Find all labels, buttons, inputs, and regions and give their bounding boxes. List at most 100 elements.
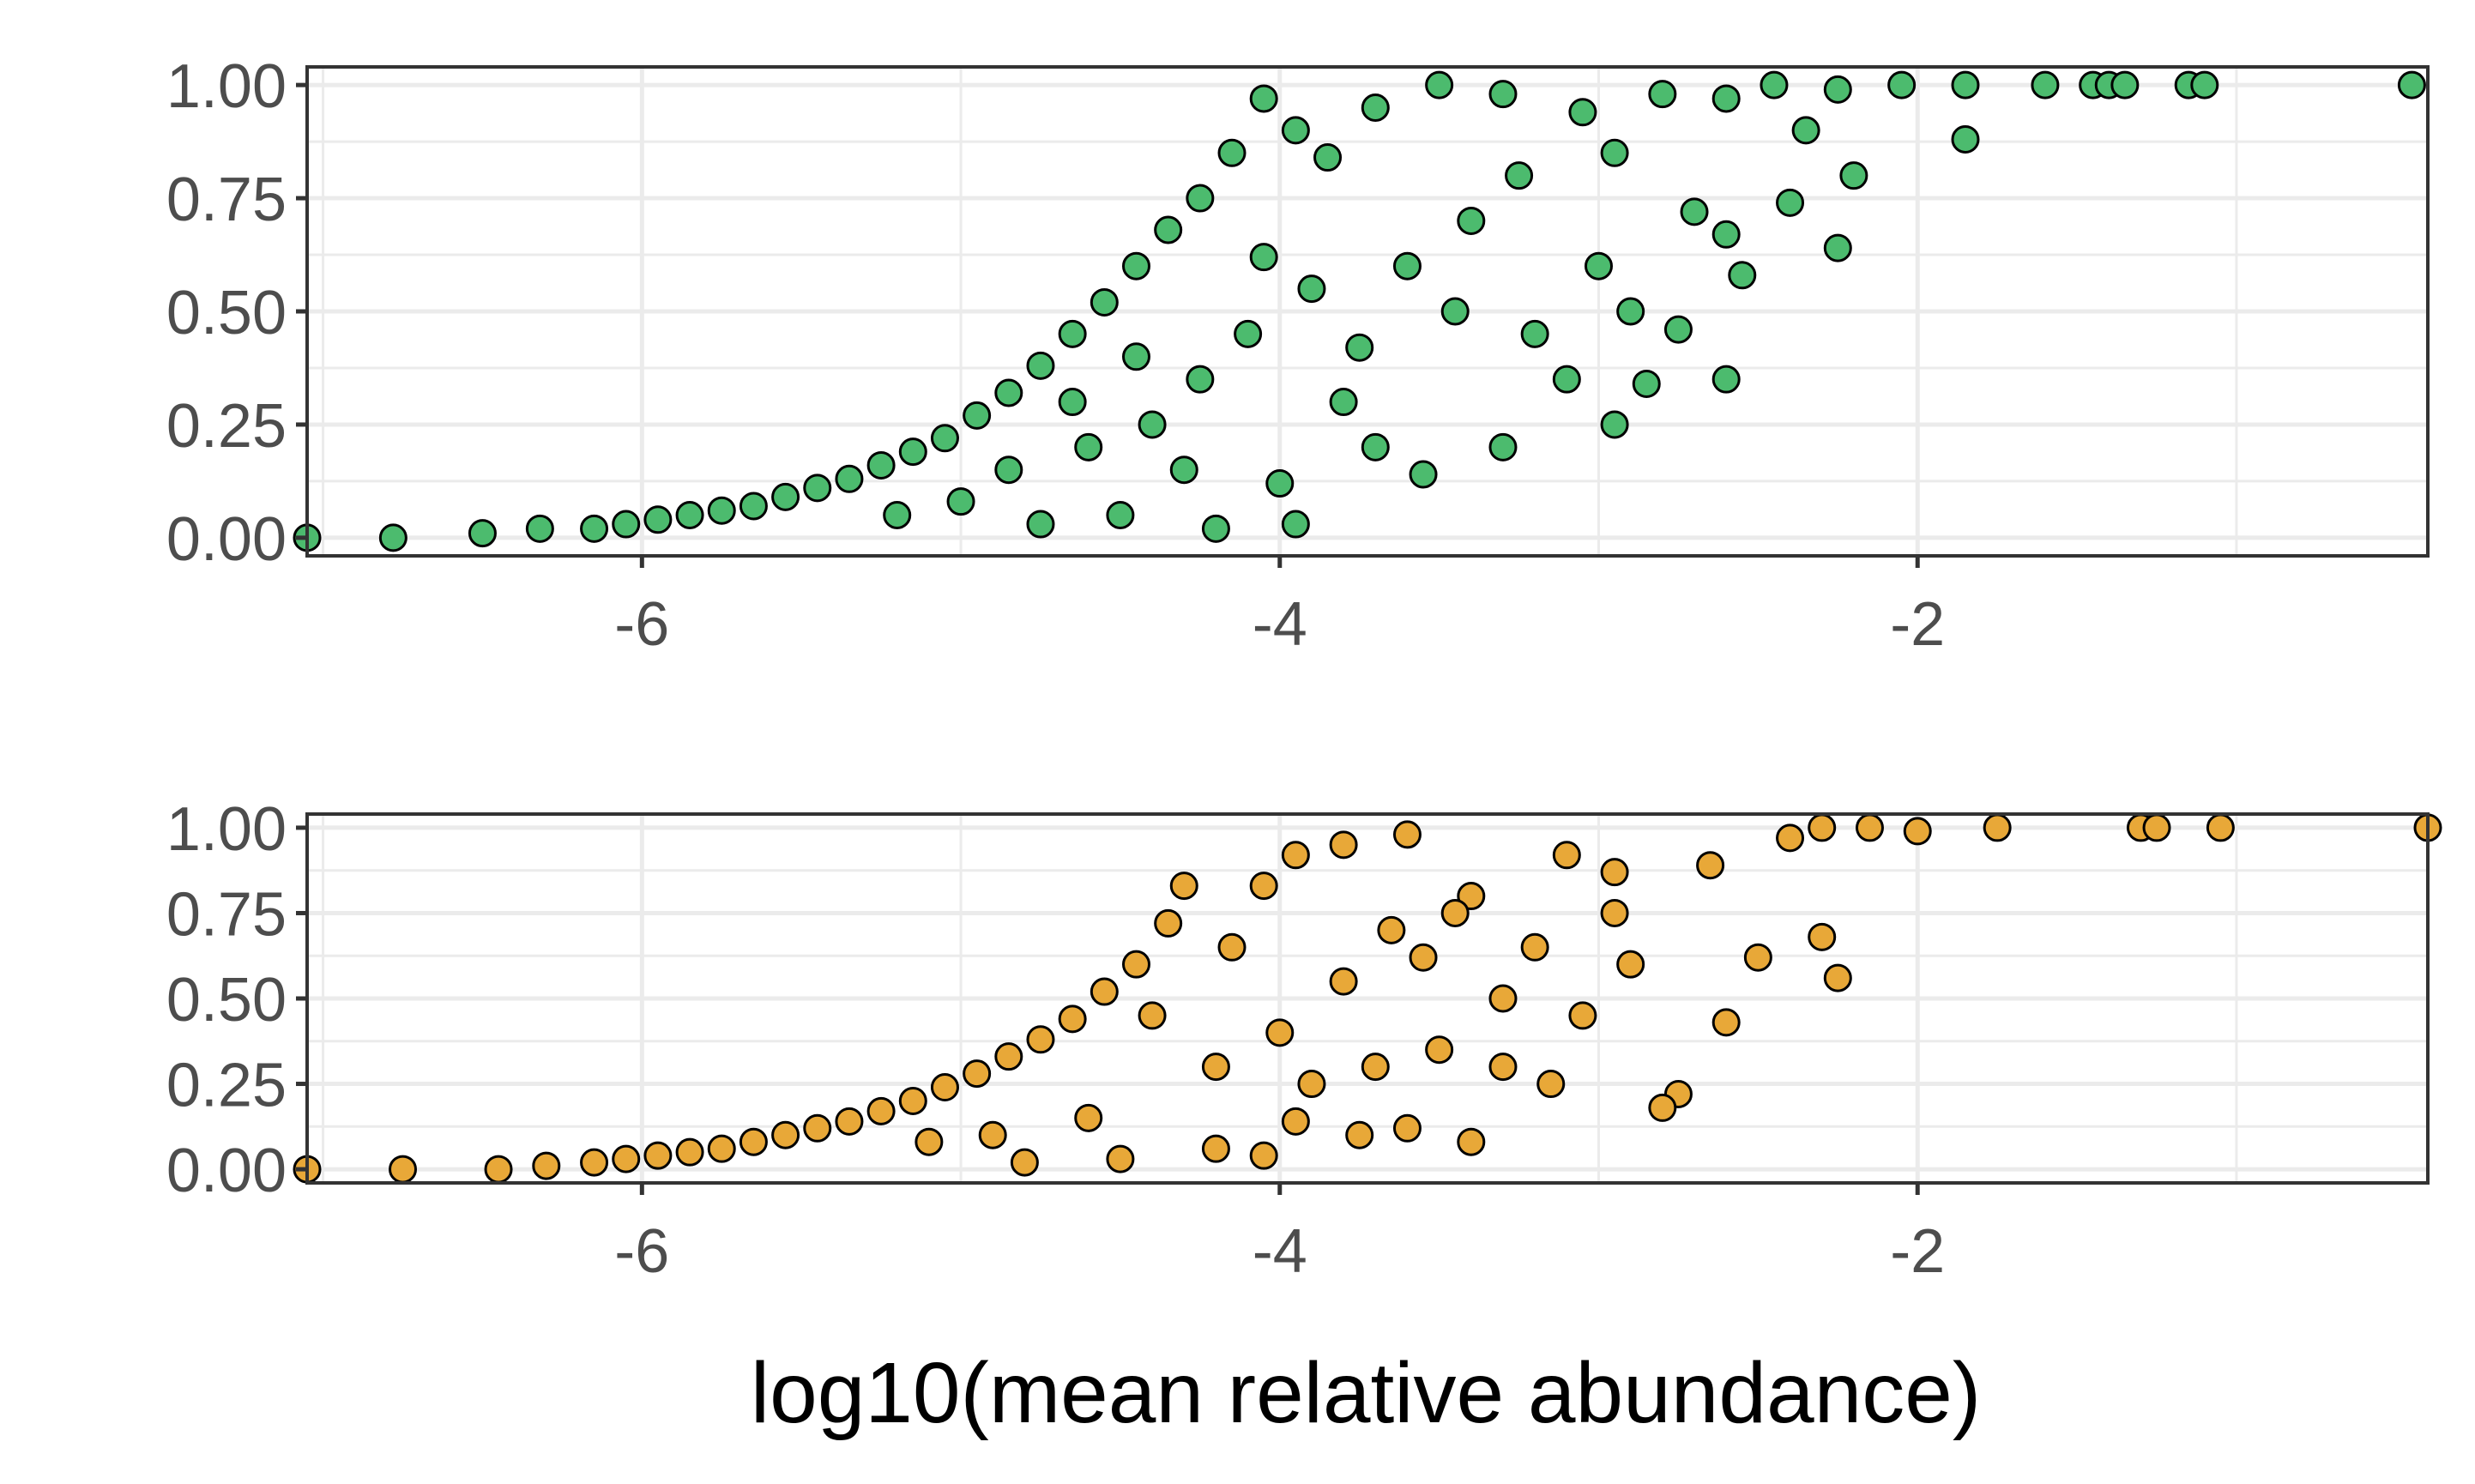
bottom-data-point-47: [1536, 1070, 1566, 1099]
top-data-point-35: [1823, 75, 1852, 104]
bottom-data-point-16: [963, 1059, 992, 1089]
bottom-data-point-35: [1903, 817, 1932, 846]
bottom-data-point-34: [1855, 813, 1884, 842]
top-data-point-46: [1839, 161, 1868, 190]
top-data-point-19: [1058, 319, 1087, 348]
top-data-point-5: [612, 510, 641, 539]
top-data-point-57: [1552, 365, 1581, 394]
top-data-point-52: [1201, 514, 1230, 543]
bottom-y-tick-label-1: 0.25: [166, 1052, 287, 1120]
top-data-point-63: [1392, 251, 1422, 281]
bottom-data-point-43: [1743, 943, 1772, 972]
bottom-data-point-42: [1823, 963, 1852, 992]
bottom-data-point-54: [1201, 1134, 1230, 1163]
bottom-data-point-52: [1281, 1107, 1310, 1136]
top-data-point-71: [1169, 455, 1198, 485]
top-data-point-32: [1648, 80, 1677, 109]
top-data-point-65: [1520, 319, 1549, 348]
top-data-point-61: [1234, 319, 1263, 348]
top-data-point-82: [1505, 161, 1534, 190]
top-data-point-47: [1823, 233, 1852, 262]
bottom-data-point-29: [1552, 841, 1581, 870]
top-data-point-20: [1090, 287, 1119, 317]
bottom-data-point-7: [675, 1137, 704, 1167]
bottom-data-point-60: [1488, 984, 1518, 1013]
top-data-point-28: [1361, 94, 1390, 122]
bottom-data-point-1: [389, 1155, 418, 1184]
bottom-data-point-38: [2142, 813, 2171, 842]
scatter-panel-bottom: 0.00 0.25 0.50 0.75 1.00 -6 -4 -2: [166, 795, 2442, 1286]
bottom-data-point-14: [898, 1086, 927, 1115]
top-data-point-22: [1154, 215, 1183, 244]
top-y-tick-label-3: 0.75: [166, 166, 287, 234]
top-x-tick-label-2: -2: [1890, 590, 1945, 659]
top-data-point-10: [771, 482, 800, 511]
top-data-point-3: [525, 514, 554, 543]
bottom-y-tick-label-3: 0.75: [166, 880, 287, 949]
top-data-point-51: [1600, 410, 1629, 439]
top-data-point-34: [1760, 70, 1789, 100]
bottom-data-point-75: [1600, 898, 1629, 927]
top-data-point-86: [1776, 188, 1805, 217]
bottom-y-tick-label-4: 1.00: [166, 795, 287, 864]
top-data-point-21: [1121, 251, 1150, 281]
bottom-data-point-25: [1281, 841, 1310, 870]
bottom-data-point-64: [1201, 1053, 1230, 1082]
bottom-data-point-67: [915, 1127, 944, 1156]
top-data-point-41: [2110, 70, 2140, 100]
top-data-point-8: [707, 496, 736, 525]
top-data-point-9: [739, 492, 768, 521]
top-data-point-50: [1632, 369, 1661, 398]
bottom-data-point-20: [1090, 977, 1119, 1006]
scatter-panel-top: 0.00 0.25 0.50 0.75 1.00 -6 -4 -2: [166, 52, 2430, 659]
top-data-point-74: [883, 501, 912, 529]
top-data-point-60: [1138, 410, 1167, 439]
top-data-point-6: [643, 505, 673, 534]
top-data-point-33: [1711, 84, 1741, 113]
bottom-data-point-24: [1249, 872, 1278, 901]
top-data-point-53: [1281, 510, 1310, 539]
bottom-data-point-44: [1711, 1008, 1741, 1037]
bottom-data-point-6: [643, 1141, 673, 1170]
top-data-point-36: [1887, 70, 1917, 100]
bottom-data-point-58: [1329, 967, 1358, 996]
top-data-point-44: [2397, 70, 2426, 100]
top-data-point-15: [930, 424, 959, 453]
top-y-tick-label-2: 0.50: [166, 279, 287, 347]
top-data-point-49: [1711, 365, 1741, 394]
bottom-data-point-30: [1600, 858, 1629, 887]
top-data-point-1: [378, 523, 407, 552]
top-data-point-76: [1058, 388, 1087, 417]
bottom-data-point-4: [580, 1148, 609, 1177]
bottom-data-point-69: [1217, 932, 1247, 962]
top-data-point-67: [1616, 297, 1645, 326]
top-data-point-16: [963, 401, 992, 430]
bottom-data-point-8: [707, 1134, 736, 1163]
x-axis-title: log10(mean relative abundance): [751, 1345, 1981, 1441]
top-data-point-70: [1265, 469, 1295, 498]
top-data-point-4: [580, 514, 609, 543]
top-data-point-64: [1457, 206, 1486, 235]
bottom-data-point-9: [739, 1127, 768, 1156]
top-data-point-68: [1663, 315, 1693, 344]
bottom-data-point-5: [612, 1144, 641, 1173]
top-data-point-78: [1186, 365, 1215, 394]
top-data-point-29: [1425, 70, 1454, 100]
top-data-point-23: [1186, 184, 1215, 213]
top-data-point-75: [994, 455, 1023, 485]
bottom-data-point-71: [1440, 898, 1470, 927]
top-data-point-11: [803, 474, 832, 503]
top-data-point-14: [898, 437, 927, 467]
top-data-point-79: [1249, 243, 1278, 272]
bottom-data-point-65: [1074, 1103, 1103, 1132]
top-data-point-37: [1951, 70, 1980, 100]
bottom-data-point-70: [1377, 915, 1406, 944]
top-data-point-73: [946, 487, 975, 516]
bottom-x-tick-label-2: -2: [1890, 1217, 1945, 1286]
bottom-data-point-36: [1983, 813, 2012, 842]
bottom-data-point-41: [1808, 922, 1837, 951]
bottom-data-point-51: [1345, 1120, 1374, 1149]
bottom-data-point-53: [1249, 1141, 1278, 1170]
bottom-x-tick-label-1: -4: [1253, 1217, 1307, 1286]
top-data-point-26: [1281, 116, 1310, 145]
